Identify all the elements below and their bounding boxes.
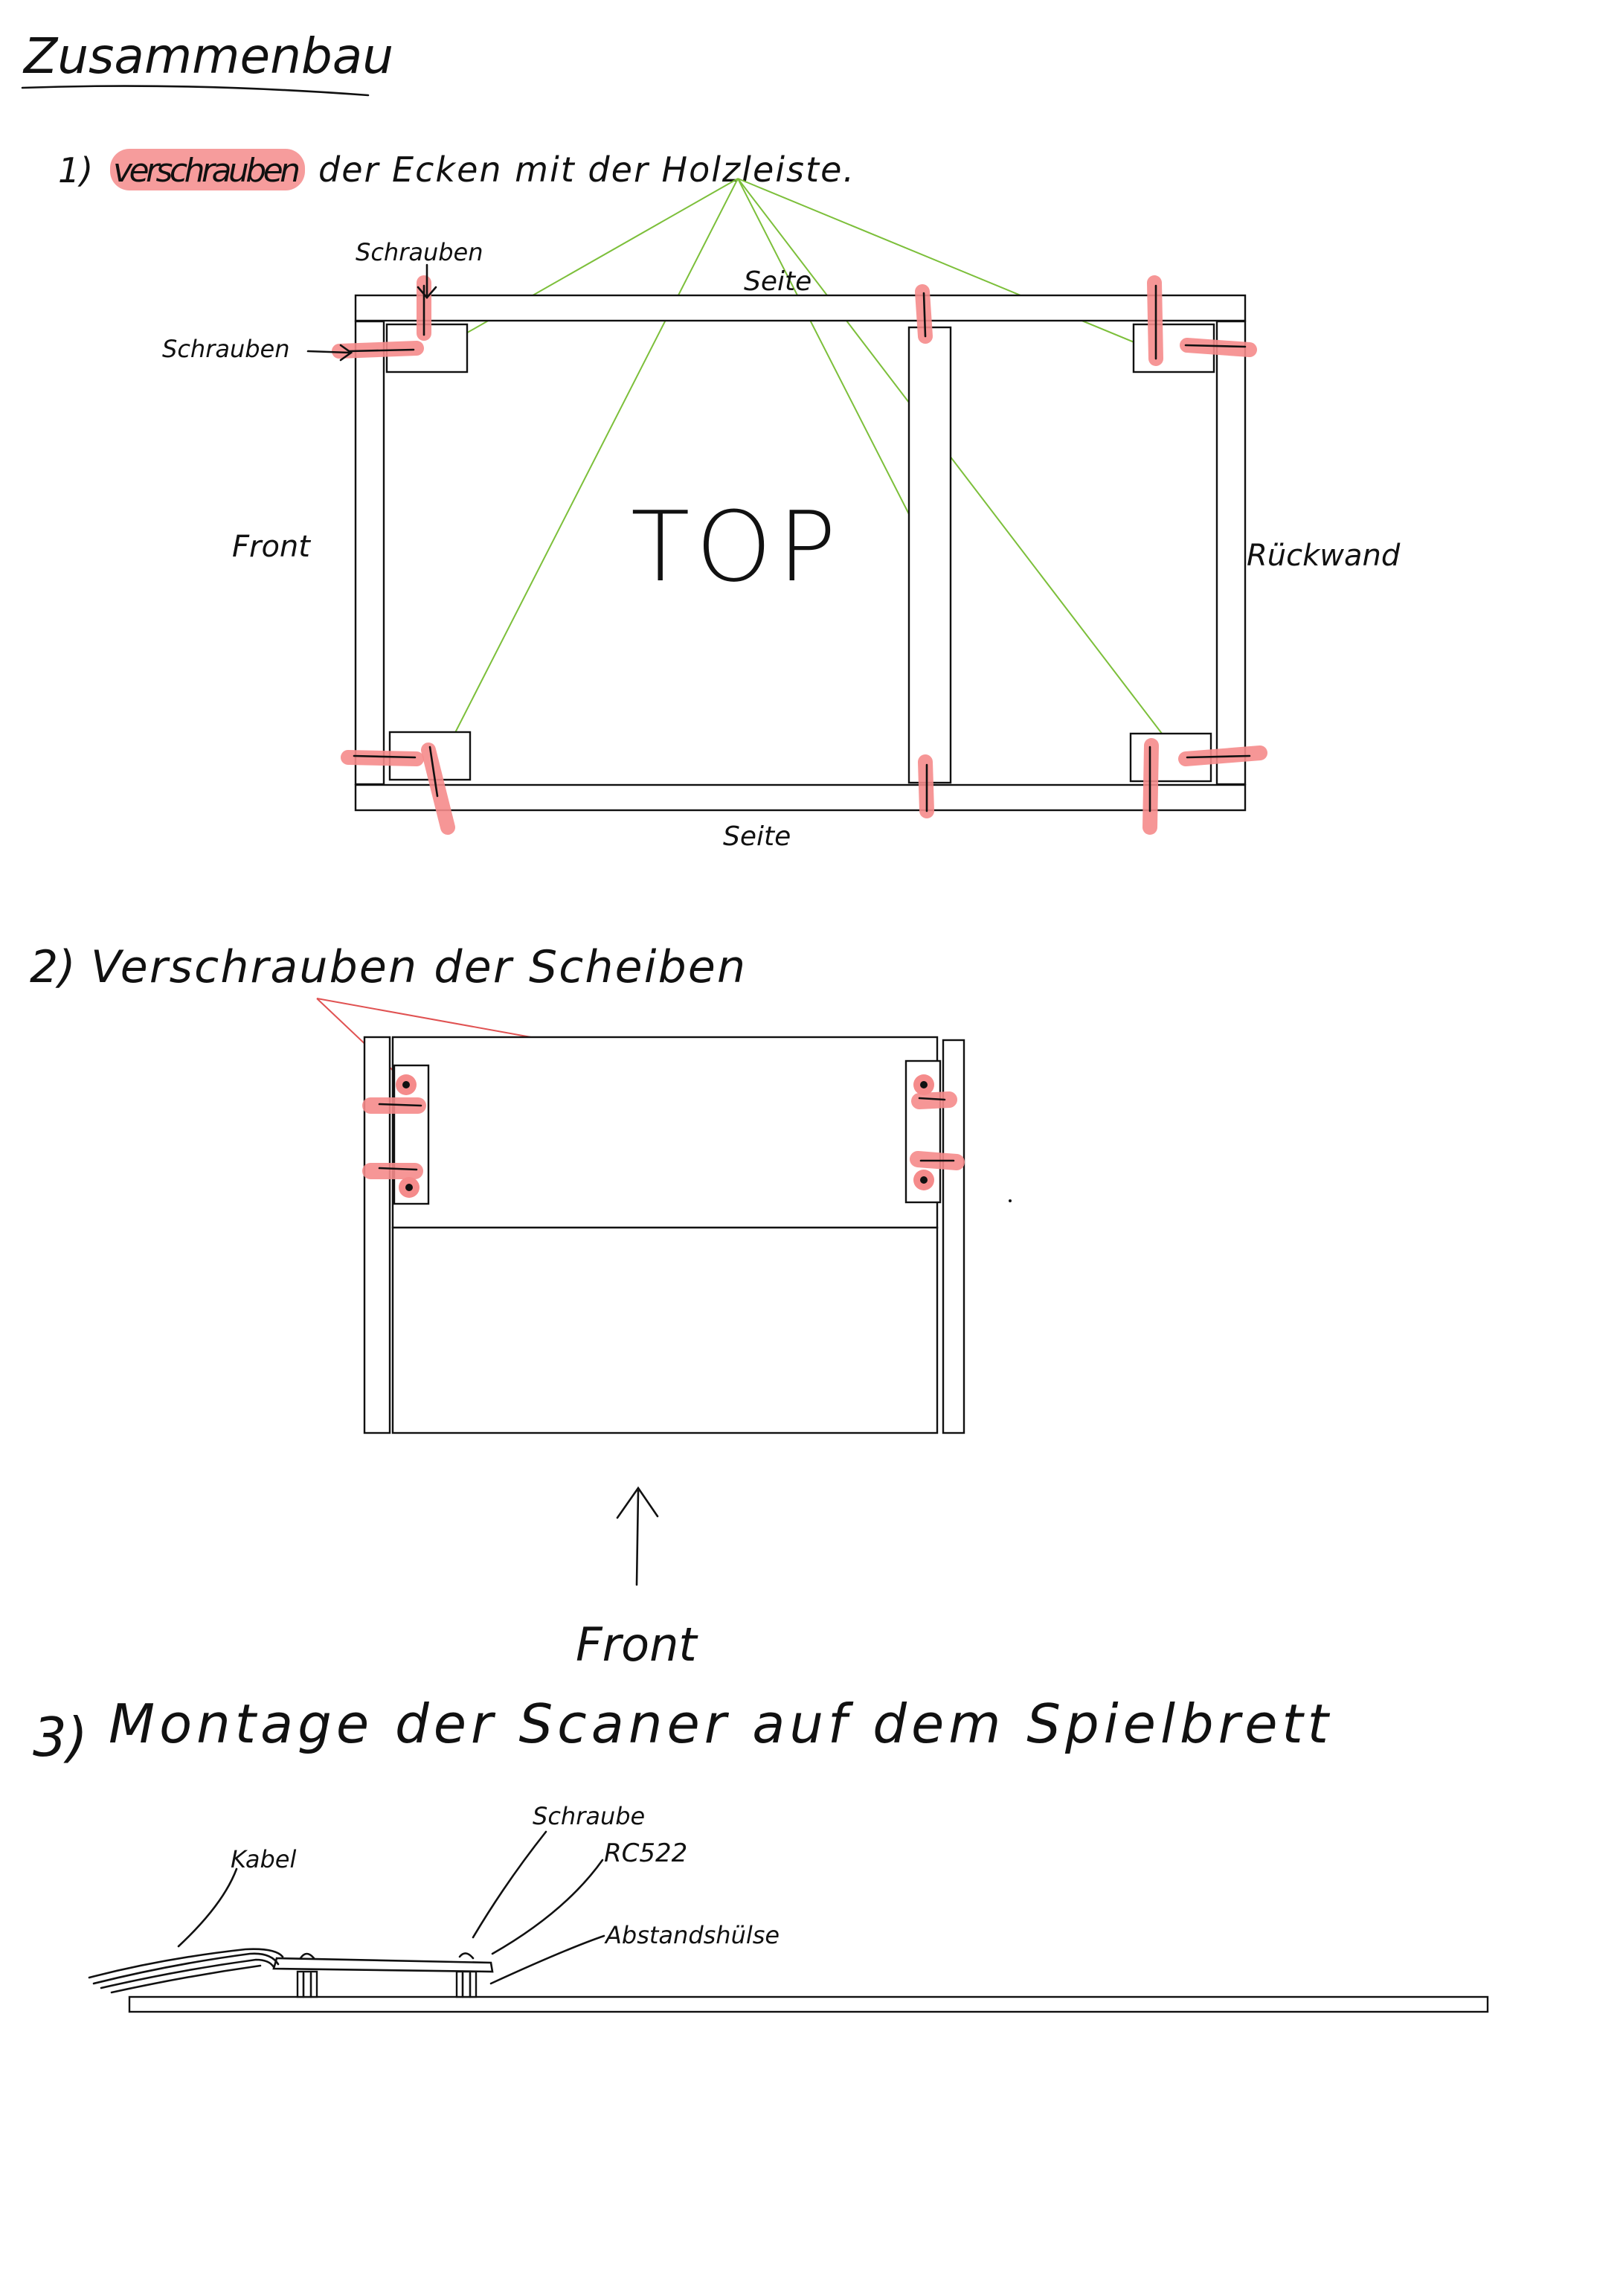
- screw-head-left: [299, 1952, 315, 1960]
- front-view-left-rail: [363, 1036, 391, 1434]
- leader-lines-green: [444, 178, 1177, 754]
- title-group: Zusammenbau: [21, 28, 393, 97]
- highlight-mark: [110, 149, 305, 190]
- front-view-bottom-panel: [391, 1226, 939, 1434]
- label-back-wall: Rückwand: [1247, 539, 1401, 573]
- leader-cable: [177, 1867, 238, 1948]
- step3-number: 3): [33, 1706, 88, 1769]
- scanner-mount-sketch: Kabel Schraube RC522 Abstandshülse: [88, 1802, 1489, 2013]
- cable-bundle: [92, 1952, 280, 1985]
- label-top: TOP: [631, 490, 842, 603]
- leader-rc522: [491, 1859, 604, 1955]
- label-spacer: Abstandshülse: [604, 1921, 780, 1949]
- screw-marks-step2: [378, 1081, 1012, 1202]
- arrow-up-icon: [616, 1486, 659, 1586]
- screw-dot: [405, 1184, 413, 1191]
- step3-heading: 3) Montage der Scaner auf dem Spielbrett: [33, 1693, 1331, 1769]
- label-front-step1: Front: [232, 530, 311, 564]
- top-view-frame: [354, 294, 1247, 812]
- back-rail: [1215, 320, 1247, 786]
- cable-bundle: [100, 1958, 275, 1989]
- side-rail-top: [354, 294, 1247, 322]
- front-arrow-group: Front: [576, 1486, 698, 1672]
- front-view-frame: [363, 1036, 965, 1434]
- step2-heading: 2) Verschrauben der Scheiben: [30, 941, 745, 993]
- step1-labels: Schrauben Schrauben Seite Seite Front Rü…: [162, 238, 1401, 852]
- front-rail: [354, 320, 385, 786]
- arrow-screws-left-icon: [306, 344, 353, 362]
- game-board: [128, 1995, 1489, 2013]
- label-front-step2: Front: [576, 1617, 698, 1672]
- spacer-right: [455, 1970, 478, 1998]
- leader-spacer: [489, 1934, 605, 1985]
- step1-number: 1): [58, 150, 93, 190]
- label-screws-left: Schrauben: [162, 335, 290, 363]
- label-cable: Kabel: [231, 1845, 296, 1873]
- label-screw: Schraube: [533, 1802, 645, 1830]
- screw-dot: [920, 1176, 928, 1184]
- step2-number: 2): [30, 941, 76, 993]
- title-underline: [21, 85, 370, 97]
- label-rc522: RC522: [604, 1838, 687, 1868]
- side-rail-bottom: [354, 783, 1247, 812]
- step3-text: Montage der Scaner auf dem Spielbrett: [109, 1693, 1331, 1755]
- screw-lines-step1: [348, 284, 1251, 812]
- screw-dot: [402, 1081, 410, 1088]
- screw-head-right: [458, 1952, 475, 1960]
- step1-heading: 1) verschrauben der Ecken mit der Holzle…: [58, 149, 854, 190]
- label-side-top: Seite: [744, 266, 812, 297]
- step1-highlight-word: verschrauben: [113, 152, 301, 190]
- center-batten: [907, 326, 952, 784]
- step1-text: der Ecken mit der Holzleiste.: [318, 150, 854, 190]
- title: Zusammenbau: [22, 28, 393, 85]
- screw-dot: [920, 1081, 928, 1088]
- step2-text: Verschrauben der Scheiben: [91, 941, 745, 993]
- rc522-board: [272, 1957, 494, 1973]
- arrow-screws-top-icon: [417, 263, 437, 299]
- leader-screw: [472, 1830, 547, 1939]
- spacer-left: [296, 1970, 318, 1998]
- front-view-top-panel: [391, 1036, 939, 1229]
- cable-bundle: [110, 1964, 262, 1994]
- label-side-bottom: Seite: [723, 821, 791, 852]
- cable-bundle: [88, 1948, 284, 1979]
- stray-dot: [1009, 1199, 1012, 1202]
- label-screws-top: Schrauben: [356, 238, 483, 266]
